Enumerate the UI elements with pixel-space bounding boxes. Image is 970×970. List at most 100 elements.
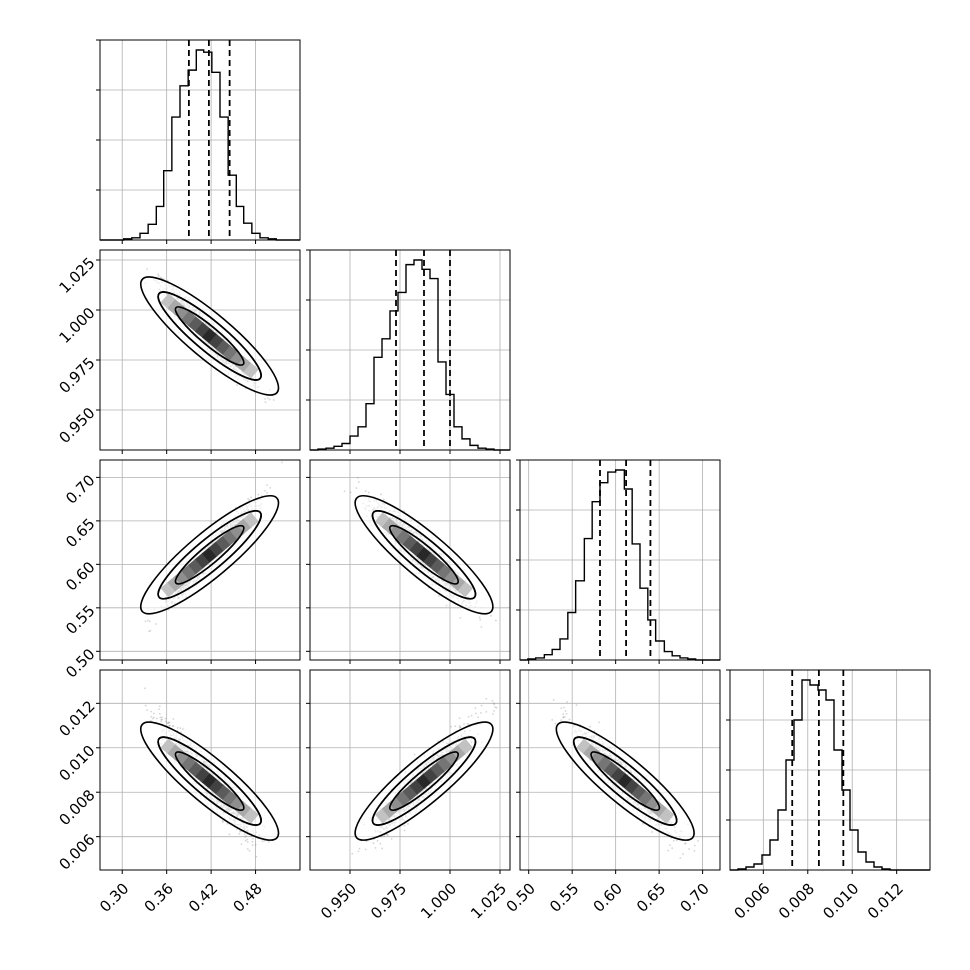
density-cell xyxy=(374,512,391,528)
y-tick-label: 0.950 xyxy=(55,404,98,447)
y-tick-label: 0.50 xyxy=(62,645,98,681)
scatter-point xyxy=(144,620,147,623)
density-cell xyxy=(430,558,446,575)
scatter-point xyxy=(266,484,268,487)
scatter-point xyxy=(380,493,382,496)
scatter-point xyxy=(264,401,267,404)
density-cell xyxy=(381,518,398,534)
panel-content xyxy=(139,687,280,858)
scatter-point xyxy=(176,726,179,729)
density-cell xyxy=(236,357,252,373)
scatter-point xyxy=(357,481,360,484)
scatter-point xyxy=(247,497,249,500)
scatter-point xyxy=(355,487,358,489)
scatter-point xyxy=(240,843,243,845)
scatter-point xyxy=(128,247,130,249)
scatter-point xyxy=(146,268,149,270)
density-cell xyxy=(201,328,218,344)
density-cell xyxy=(457,581,474,598)
scatter-point xyxy=(246,838,249,841)
y-tick-label: 0.70 xyxy=(62,471,98,507)
scatter-point xyxy=(367,491,370,494)
scatter-point xyxy=(235,384,238,387)
scatter-point xyxy=(382,498,385,501)
density-cell xyxy=(409,541,425,557)
scatter-point xyxy=(490,614,492,617)
scatter-point xyxy=(148,630,150,633)
y-tick-label: 0.55 xyxy=(62,602,98,638)
scatter-point xyxy=(164,720,167,723)
density-cell xyxy=(201,546,218,563)
density-cells xyxy=(160,293,259,379)
scatter-point xyxy=(168,724,171,727)
histogram-line xyxy=(100,49,300,241)
scatter-point xyxy=(281,461,283,464)
scatter-point xyxy=(479,618,482,621)
scatter-point xyxy=(168,721,170,724)
scatter-point xyxy=(155,717,158,720)
density-cell xyxy=(195,322,211,339)
scatter-point xyxy=(437,594,440,597)
density-cells xyxy=(160,512,259,598)
scatter-point xyxy=(349,491,352,494)
scatter-point xyxy=(257,493,260,496)
density-cell xyxy=(160,581,176,598)
density-cell xyxy=(222,529,238,546)
scatter-panel-2-1 xyxy=(306,459,511,664)
scatter-point xyxy=(264,398,267,400)
panel-content xyxy=(343,476,497,628)
y-tick-label: 0.975 xyxy=(55,354,98,397)
scatter-point xyxy=(248,499,251,501)
density-cell xyxy=(236,518,252,534)
scatter-panel-2-0: 0.50 0.55 0.60 0.65 0.70 xyxy=(62,459,301,681)
scatter-point xyxy=(160,277,163,279)
contour-line xyxy=(157,510,262,600)
density-cell xyxy=(243,512,259,528)
scatter-point xyxy=(356,476,359,479)
contour-line xyxy=(174,524,245,585)
density-cell xyxy=(395,529,412,546)
contour-line xyxy=(389,524,459,585)
scatter-point xyxy=(159,276,162,279)
y-tick-label: 0.65 xyxy=(62,515,98,551)
density-cell xyxy=(188,558,204,575)
panel-frame xyxy=(729,669,931,871)
histogram-line xyxy=(730,679,930,871)
density-cell xyxy=(243,362,259,379)
scatter-point xyxy=(269,486,272,489)
hist-panel-2 xyxy=(516,459,721,664)
density-cell xyxy=(215,535,232,552)
y-tick-label: 1.000 xyxy=(55,304,98,347)
scatter-point xyxy=(343,490,346,493)
density-cell xyxy=(450,575,467,592)
panel-frame xyxy=(99,459,301,661)
scatter-point xyxy=(250,496,253,499)
scatter-point xyxy=(150,715,153,718)
density-cell xyxy=(195,552,211,569)
scatter-point xyxy=(494,619,497,622)
scatter-point xyxy=(171,725,174,727)
scatter-point xyxy=(255,855,258,858)
contour-line xyxy=(371,510,477,600)
panel-frame xyxy=(309,249,511,451)
density-cell xyxy=(160,293,176,310)
scatter-point xyxy=(158,708,160,711)
scatter-point xyxy=(272,399,275,401)
scatter-point xyxy=(226,822,229,825)
scatter-point xyxy=(268,398,271,401)
density-cell xyxy=(167,575,183,592)
x-tick-label: 0.012 xyxy=(864,880,907,923)
scatter-point xyxy=(248,849,251,852)
hist-panel-1 xyxy=(306,249,511,454)
scatter-point xyxy=(157,275,160,277)
density-cell xyxy=(181,310,197,327)
hist-panel-3: 0.006 0.008 0.010 0.012 xyxy=(726,669,931,923)
scatter-point xyxy=(459,617,462,619)
y-tick-label: 0.60 xyxy=(62,558,98,594)
scatter-point xyxy=(150,710,152,713)
density-cell xyxy=(222,345,238,362)
histogram-line xyxy=(310,259,510,451)
scatter-point xyxy=(155,623,157,625)
